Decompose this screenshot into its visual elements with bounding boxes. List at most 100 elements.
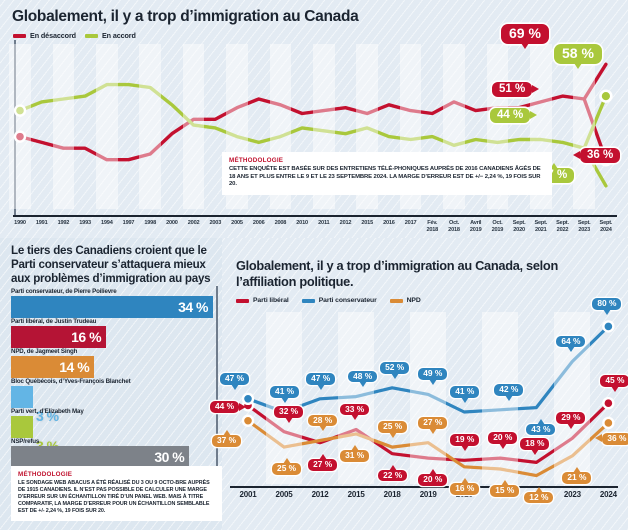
data-value-bubble: 64 % <box>556 335 586 353</box>
data-value-bubble: 52 % <box>380 361 410 379</box>
data-value-bubble: 41 % <box>450 385 480 403</box>
data-value-bubble: 45 % <box>600 375 628 392</box>
party-bar-row: Parti libéral, de Justin Trudeau 16 % <box>11 318 213 348</box>
party-bar-label: NSP/refus <box>11 438 40 445</box>
party-bar-track: 30 % <box>11 446 213 468</box>
series-endpoint-dot <box>602 320 615 333</box>
party-bar-value: 16 % <box>71 329 102 345</box>
data-value-bubble: 48 % <box>348 370 378 388</box>
legend-swatch-conservateur <box>301 298 315 303</box>
x-tick-label: 2005 <box>275 490 293 499</box>
data-value-bubble: 21 % <box>562 466 592 484</box>
x-tick-label: 2015 <box>347 490 365 499</box>
x-tick-label: 2017 <box>404 220 417 226</box>
top-chart-x-labels: 1990 1991 1992 1993 1994 1997 1998 2000 2002 2003… <box>14 220 614 242</box>
party-bar-track: 34 % <box>11 296 213 318</box>
top-chart-title: Globalement, il y a trop d’immigration a… <box>12 8 359 25</box>
party-bar-fill: 14 % <box>11 356 95 378</box>
data-value-bubble: 25 % <box>272 458 302 475</box>
x-tick-label: Fév. 2018 <box>426 220 439 234</box>
x-tick-label: 1993 <box>79 220 91 226</box>
chart-band <box>9 44 31 209</box>
affiliation-chart-lines <box>241 320 615 478</box>
party-bar-value: 34 % <box>178 299 208 315</box>
party-bar-label: Parti conservateur, de Pierre Poilievre <box>11 288 117 295</box>
legend-label-npd: NPD <box>406 297 421 304</box>
data-value-bubble: 44 % <box>210 401 247 414</box>
x-tick-label: 1991 <box>35 220 48 226</box>
x-tick-label: 2012 <box>311 490 329 499</box>
data-value-bubble: 20 % <box>488 432 518 449</box>
data-value-bubble: 18 % <box>520 438 550 455</box>
series-line-0 <box>18 62 608 162</box>
data-value-bubble: 80 % <box>592 298 622 315</box>
x-tick-label: 2024 <box>599 490 617 499</box>
legend-swatch-green <box>84 33 98 38</box>
party-bar-value: 14 % <box>59 359 90 375</box>
chart-band <box>139 44 162 209</box>
x-tick-label: 2001 <box>239 490 257 499</box>
affiliation-chart-legend: Parti libéral Parti conservateur NPD <box>236 297 421 304</box>
party-bar-fill: 30 % <box>11 446 190 468</box>
x-tick-label: 2012 <box>339 220 352 226</box>
data-value-bubble: 25 % <box>378 421 408 438</box>
data-value-bubble: 32 % <box>274 405 304 423</box>
bl-methodology-body: LE SONDAGE WEB ABACUS A ÉTÉ RÉALISÉ DU 3… <box>18 480 210 514</box>
party-bars-title: Le tiers des Canadiens croient que le Pa… <box>11 244 211 285</box>
data-value-bubble: 20 % <box>418 469 448 486</box>
chart-band <box>182 44 205 209</box>
top-methodology-body: CETTE ENQUÊTE EST BASÉE SUR DES ENTRETIE… <box>229 166 541 188</box>
x-tick-label: Sept. 2024 <box>599 220 613 234</box>
x-tick-label: 1998 <box>144 220 157 226</box>
data-value-bubble: 31 % <box>340 444 370 462</box>
party-bar-row: NSP/refus 30 % <box>11 438 213 468</box>
party-bar-label: NPD, de Jagmeet Singh <box>11 348 78 355</box>
x-tick-label: 1997 <box>122 220 135 226</box>
series-endpoint-dot <box>241 392 255 406</box>
legend-item-npd: NPD <box>389 297 421 304</box>
series-line-parti-conservateur <box>246 324 610 414</box>
x-tick-label: 2015 <box>361 220 374 226</box>
x-tick-label: 2008 <box>274 220 287 226</box>
x-tick-label: 2011 <box>318 220 330 226</box>
top-chart-legend: En désaccord En accord <box>13 31 136 40</box>
data-value-bubble: 27 % <box>308 453 338 471</box>
chart-band <box>573 44 596 209</box>
legend-swatch-liberal <box>236 298 249 303</box>
x-tick-label: Sept. 2023 <box>577 220 591 234</box>
data-value-bubble: 19 % <box>450 434 480 451</box>
data-value-bubble: 27 % <box>418 416 448 434</box>
data-value-bubble: 42 % <box>494 383 524 401</box>
affiliation-chart-panel: Globalement, il y a trop d’immigration a… <box>210 238 628 530</box>
affiliation-chart-x-axis <box>230 486 618 488</box>
legend-item-en-desaccord: En désaccord <box>13 31 76 40</box>
callout-44: 44 % <box>490 108 538 124</box>
party-bar-fill: 16 % <box>11 326 107 348</box>
top-methodology-box: MÉTHODOLOGIE CETTE ENQUÊTE EST BASÉE SUR… <box>222 152 552 195</box>
party-bar-label: Parti vert, d’Elizabeth May <box>11 408 84 415</box>
party-bar-fill <box>11 386 33 408</box>
x-tick-label: Oct. 2019 <box>491 220 504 234</box>
x-tick-label: Sept. 2020 <box>512 220 526 234</box>
legend-label-parti-conservateur: Parti conservateur <box>318 297 377 304</box>
data-value-bubble: 29 % <box>556 412 586 429</box>
panel-divider <box>216 286 218 516</box>
party-bar-track: 14 % <box>11 356 213 378</box>
top-methodology-heading: MÉTHODOLOGIE <box>229 157 284 164</box>
legend-swatch-npd <box>389 298 403 303</box>
series-endpoint-dot <box>602 416 615 430</box>
callout-69: 69 % <box>501 24 549 49</box>
legend-item-parti-conservateur: Parti conservateur <box>301 297 377 304</box>
x-tick-label: 2005 <box>231 220 243 226</box>
series-line-parti-libéral <box>246 401 610 464</box>
x-tick-label: 2018 <box>383 490 401 499</box>
party-bar-track: 3 % <box>11 386 213 424</box>
x-tick-label: 2006 <box>252 220 265 226</box>
data-value-bubble: 41 % <box>270 385 300 403</box>
chart-band <box>482 312 519 484</box>
data-value-bubble: 47 % <box>220 372 250 390</box>
series-cross-green <box>582 94 608 150</box>
party-bar-row: Parti vert, d’Elizabeth May3 % <box>11 408 213 454</box>
party-bar-value: 3 % <box>36 408 59 424</box>
x-tick-label: 2003 <box>209 220 222 226</box>
